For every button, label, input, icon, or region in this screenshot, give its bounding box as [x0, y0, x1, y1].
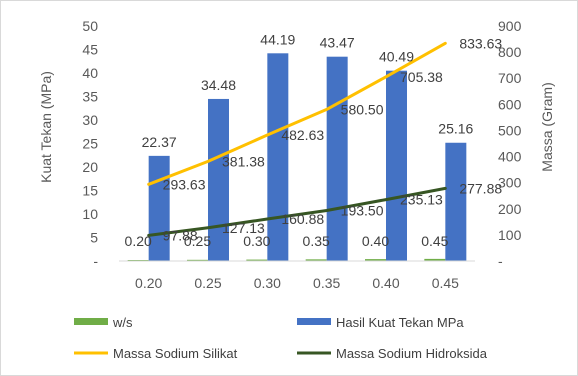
x-tick-label-0: 0.20 — [135, 275, 162, 291]
y-right-tick-label-6: 600 — [498, 96, 522, 112]
data-label-sodium-hidroksida-2: 160.88 — [281, 211, 324, 227]
lines-layer — [147, 41, 447, 237]
y-right-tick-label-3: 300 — [498, 175, 522, 191]
x-tick-label-3: 0.35 — [313, 275, 340, 291]
y-left-tick-label-8: 40 — [82, 65, 98, 81]
data-label-sodium-hidroksida-5: 277.88 — [459, 180, 502, 196]
data-label-ws-0: 0.20 — [125, 233, 152, 249]
data-label-kuat-tekan-1: 34.48 — [201, 77, 236, 93]
data-label-sodium-hidroksida-1: 127.13 — [222, 220, 265, 236]
data-label-ws-4: 0.40 — [362, 233, 389, 249]
y-left-tick-label-5: 25 — [82, 136, 98, 152]
y-axis-left-title: Kuat Tekan (MPa) — [38, 71, 54, 183]
bar-kuat-tekan-3 — [326, 56, 348, 261]
data-label-sodium-hidroksida-3: 193.50 — [341, 202, 384, 218]
y-right-tick-label-4: 400 — [498, 149, 522, 165]
y-right-tick-label-7: 700 — [498, 70, 522, 86]
data-label-sodium-hidroksida-0: 97.88 — [163, 227, 198, 243]
x-tick-label-4: 0.40 — [372, 275, 399, 291]
y-right-tick-label-2: 200 — [498, 201, 522, 217]
data-label-kuat-tekan-2: 44.19 — [260, 31, 295, 47]
data-label-ws-1: 0.25 — [184, 233, 211, 249]
data-label-kuat-tekan-5: 25.16 — [438, 121, 473, 137]
legend-label-kuat-tekan: Hasil Kuat Tekan MPa — [336, 315, 464, 330]
ticks-layer: 0.20 0.25 0.30 0.35 0.40 0.45 - 5 10 15 20 25 30 35 40… — [82, 18, 521, 291]
legend-label-sodium-hidroksida: Massa Sodium Hidroksida — [336, 346, 488, 361]
y-left-tick-label-9: 45 — [82, 42, 98, 58]
y-left-tick-label-6: 30 — [82, 112, 98, 128]
y-left-tick-label-3: 15 — [82, 183, 98, 199]
legend-swatch-ws — [74, 318, 108, 325]
data-label-kuat-tekan-4: 40.49 — [379, 49, 414, 65]
data-label-sodium-silikat-2: 482.63 — [281, 127, 324, 143]
line-sodium-hidroksida — [147, 186, 447, 237]
legend: w/s Hasil Kuat Tekan MPa Massa Sodium Sili… — [74, 315, 488, 361]
legend-swatch-kuat-tekan — [297, 318, 331, 325]
bar-kuat-tekan-2 — [267, 53, 289, 261]
bar-kuat-tekan-4 — [386, 70, 407, 262]
y-axis-right-title: Massa (Gram) — [539, 82, 555, 171]
data-label-ws-5: 0.45 — [421, 233, 448, 249]
y-right-tick-label-1: 100 — [498, 227, 522, 243]
y-left-tick-label-2: 10 — [82, 206, 98, 222]
x-tick-label-2: 0.30 — [254, 275, 281, 291]
data-label-kuat-tekan-3: 43.47 — [320, 35, 355, 51]
bar-ws-3 — [305, 259, 327, 261]
y-left-tick-label-4: 20 — [82, 159, 98, 175]
data-label-sodium-silikat-4: 705.38 — [400, 69, 443, 85]
bar-ws-2 — [246, 259, 268, 261]
y-right-tick-label-9: 900 — [498, 18, 522, 34]
y-left-tick-label-10: 50 — [82, 18, 98, 34]
y-left-tick-label-0: - — [93, 253, 98, 269]
data-label-kuat-tekan-0: 22.37 — [142, 134, 177, 150]
data-labels-layer: 0.20 0.25 0.30 0.35 0.40 0.45 22.37 34.48 44.19 4… — [125, 31, 503, 249]
data-label-sodium-silikat-5: 833.63 — [459, 35, 502, 51]
y-left-tick-label-1: 5 — [90, 230, 98, 246]
data-label-sodium-silikat-1: 381.38 — [222, 153, 265, 169]
y-right-tick-label-0: - — [498, 253, 503, 269]
bar-ws-1 — [187, 259, 208, 261]
legend-label-sodium-silikat: Massa Sodium Silikat — [113, 346, 238, 361]
data-label-sodium-hidroksida-4: 235.13 — [400, 192, 443, 208]
bar-ws-5 — [424, 258, 446, 261]
bar-ws-4 — [365, 259, 386, 261]
y-right-tick-label-8: 800 — [498, 44, 522, 60]
y-right-tick-label-5: 500 — [498, 122, 522, 138]
data-label-ws-3: 0.35 — [303, 233, 330, 249]
bars-layer — [127, 53, 467, 262]
bar-kuat-tekan-5 — [445, 142, 467, 261]
legend-label-ws: w/s — [112, 315, 133, 330]
data-label-ws-2: 0.30 — [243, 233, 270, 249]
x-tick-label-1: 0.25 — [194, 275, 221, 291]
data-label-sodium-silikat-3: 580.50 — [341, 101, 384, 117]
bar-kuat-tekan-0 — [148, 155, 170, 261]
line-sodium-silikat — [147, 41, 447, 186]
data-label-sodium-silikat-0: 293.63 — [163, 176, 206, 192]
x-tick-label-5: 0.45 — [432, 275, 459, 291]
bar-kuat-tekan-1 — [208, 98, 229, 261]
y-left-tick-label-7: 35 — [82, 89, 98, 105]
